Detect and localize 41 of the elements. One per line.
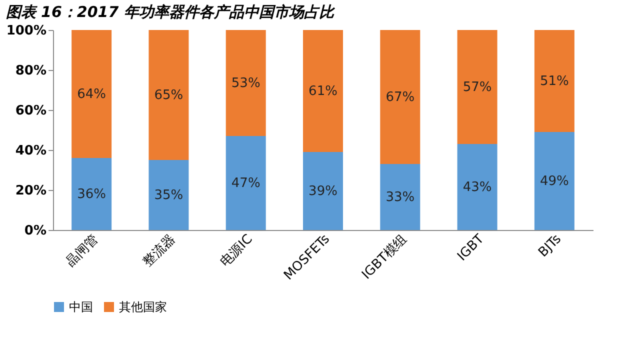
legend-label: 中国 bbox=[69, 300, 93, 314]
data-label: 67% bbox=[386, 90, 415, 105]
bar bbox=[226, 30, 266, 136]
data-label: 53% bbox=[231, 76, 260, 91]
data-label: 65% bbox=[154, 88, 184, 103]
y-tick-label: 60% bbox=[15, 104, 46, 118]
bar bbox=[148, 30, 189, 160]
data-label: 57% bbox=[462, 80, 492, 95]
x-tick-label: 电源IC bbox=[218, 232, 256, 270]
y-tick-label: 80% bbox=[15, 64, 46, 78]
y-tick-label: 0% bbox=[24, 224, 46, 238]
data-label: 61% bbox=[308, 84, 338, 99]
data-label: 51% bbox=[540, 74, 569, 89]
data-label: 49% bbox=[540, 174, 569, 189]
data-label: 39% bbox=[308, 184, 338, 199]
y-tick-label: 20% bbox=[15, 184, 46, 198]
y-tick-label: 100% bbox=[6, 24, 46, 38]
bar bbox=[72, 158, 112, 230]
x-tick-label: 晶闸管 bbox=[63, 232, 102, 270]
bar bbox=[226, 136, 266, 230]
bar bbox=[534, 132, 574, 230]
bar bbox=[72, 30, 112, 158]
chart-title: 图表 16：2017 年功率器件各产品中国市场占比 bbox=[6, 3, 336, 21]
x-tick-label: BJTs bbox=[536, 232, 564, 260]
bar bbox=[457, 30, 498, 144]
bar bbox=[303, 30, 343, 152]
data-label: 35% bbox=[154, 188, 184, 203]
data-label: 64% bbox=[77, 87, 106, 102]
bar bbox=[303, 152, 343, 230]
data-label: 33% bbox=[386, 190, 415, 205]
data-label: 47% bbox=[231, 176, 260, 191]
y-tick-label: 40% bbox=[15, 144, 46, 158]
x-tick-label: 整流器 bbox=[140, 231, 179, 270]
bar bbox=[148, 160, 189, 230]
data-label: 43% bbox=[462, 180, 492, 195]
bar bbox=[457, 144, 498, 230]
legend-label: 其他国家 bbox=[119, 300, 167, 314]
bar bbox=[534, 30, 574, 132]
bar bbox=[380, 30, 420, 164]
data-label: 36% bbox=[77, 187, 106, 202]
bar bbox=[380, 164, 420, 230]
